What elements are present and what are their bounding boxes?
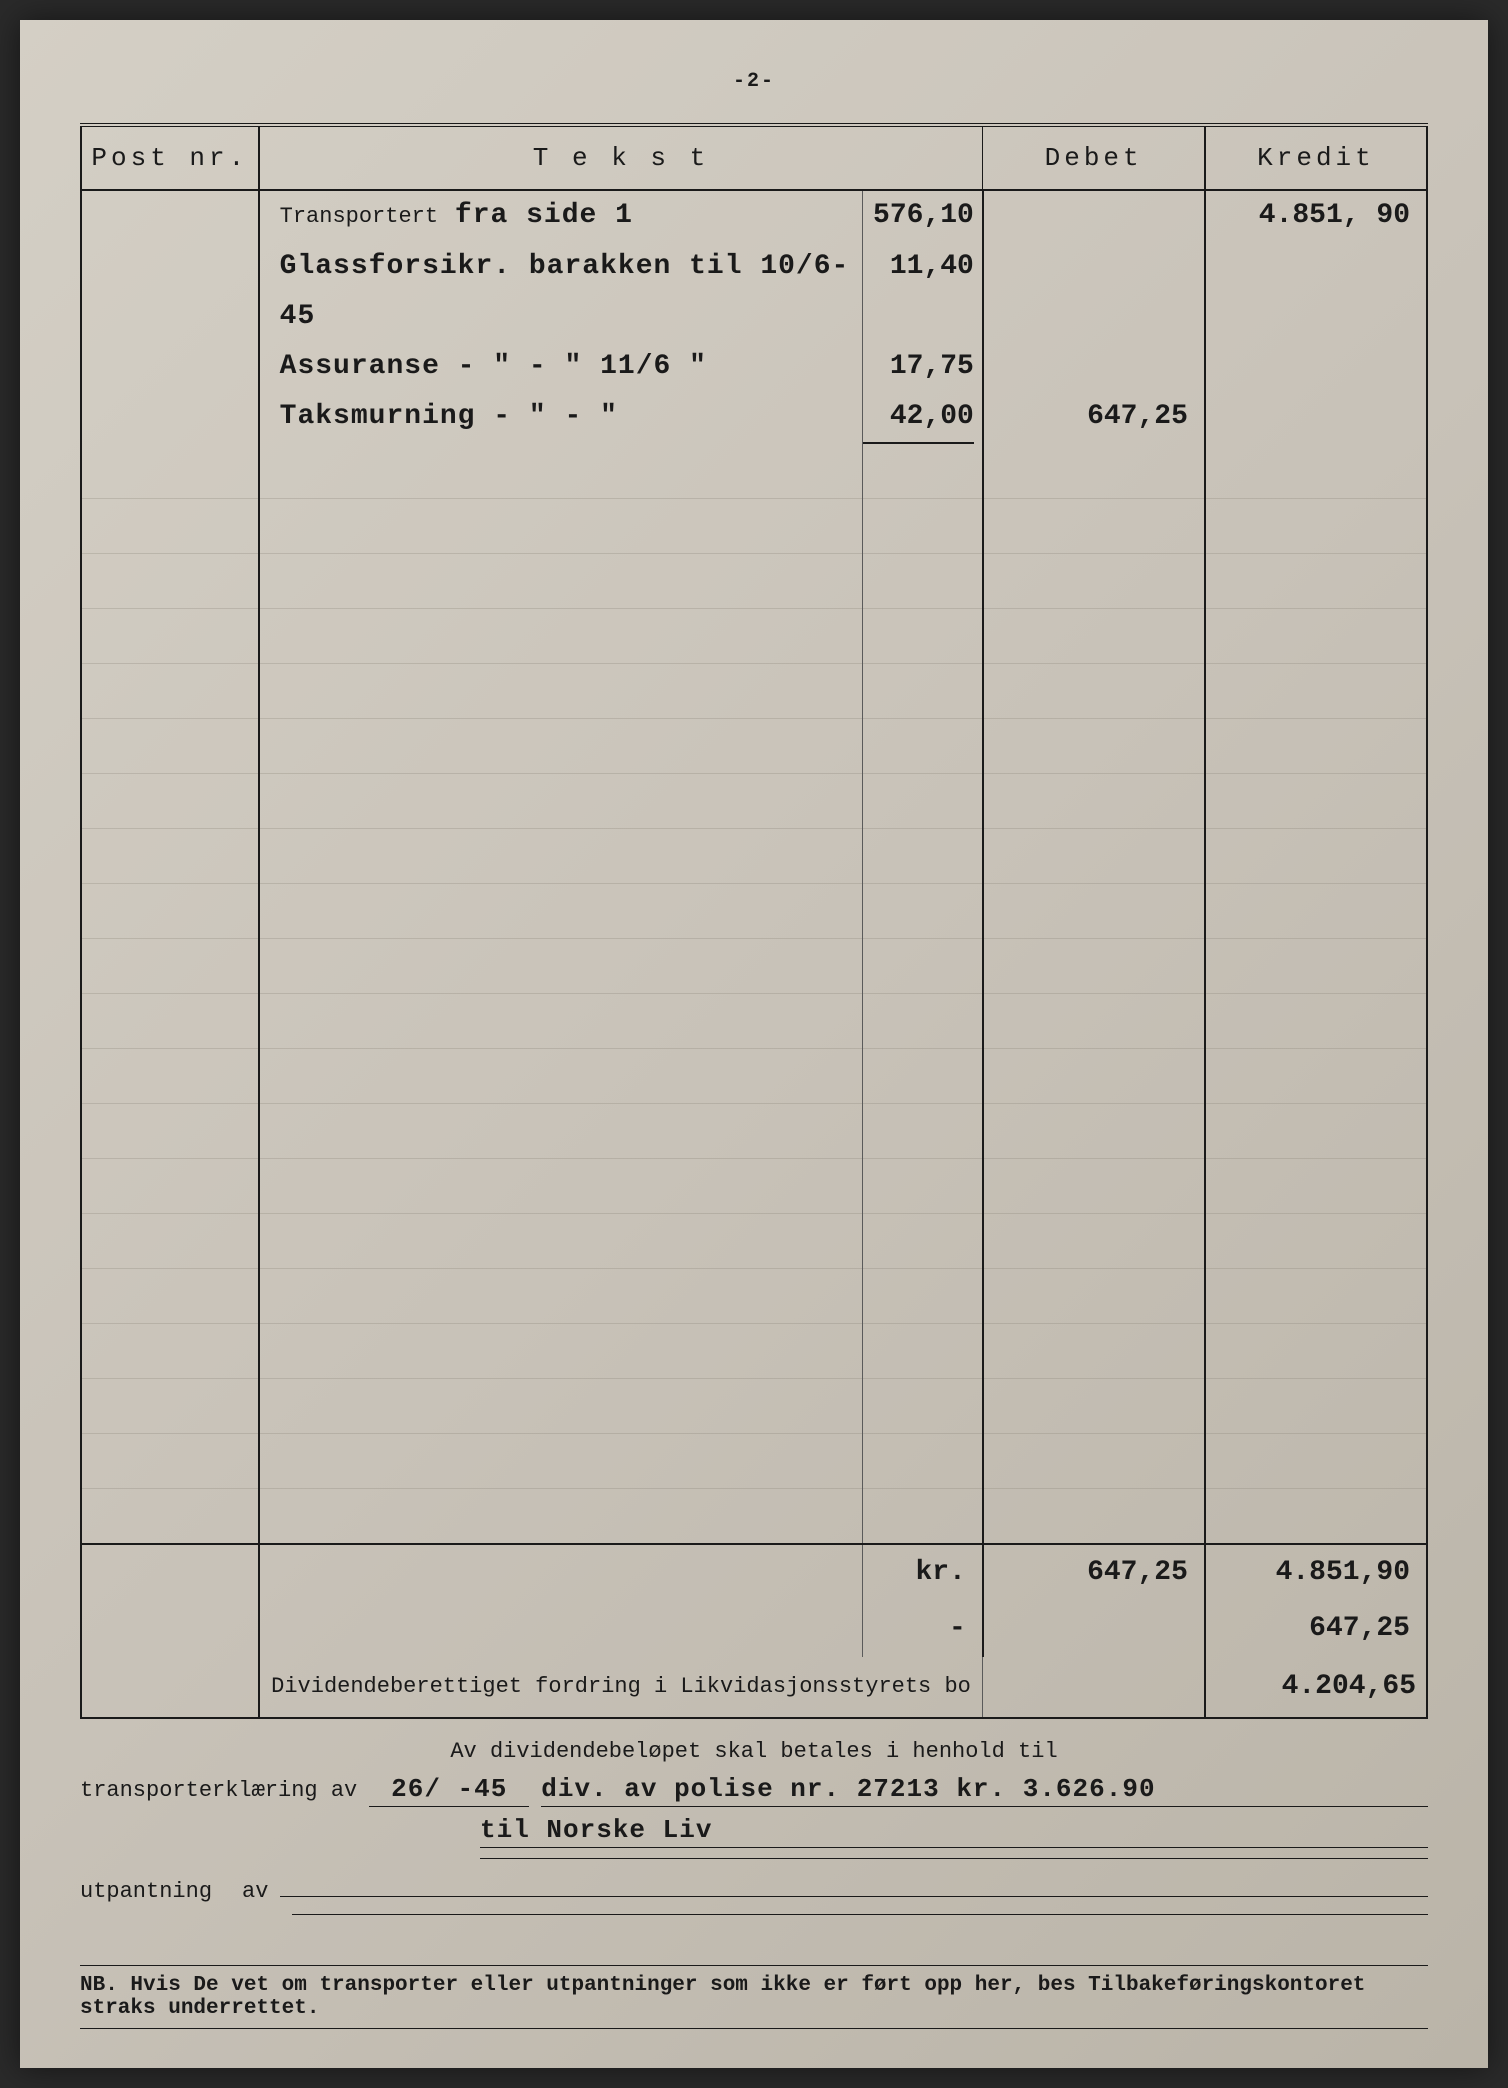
row-tekst: Taksmurning - " - ": [259, 392, 863, 444]
row-amount: 11,40: [863, 242, 983, 342]
row-amount: 42,00: [863, 392, 973, 444]
row-kredit: [1205, 242, 1427, 342]
row-amount: 17,75: [863, 342, 983, 392]
nb-note: NB. Hvis De vet om transporter eller utp…: [80, 1965, 1428, 2029]
page-number: -2-: [80, 70, 1428, 93]
transport-line2: til Norske Liv: [80, 1815, 1428, 1848]
header-row: Post nr. T e k s t Debet Kredit: [81, 125, 1427, 190]
totals-row: kr. 647,25 4.851,90: [81, 1544, 1427, 1601]
header-kredit: Kredit: [1205, 125, 1427, 190]
ledger-page: -2- Post nr. T e k s t Debet Kredit Tran…: [20, 20, 1488, 2068]
row-kredit: 4.851, 90: [1205, 190, 1427, 242]
row-debet: [983, 342, 1205, 392]
transport-text1: div. av polise nr. 27213 kr. 3.626.90: [541, 1774, 1428, 1807]
row-tekst: Assuranse - " - " 11/6 ": [259, 342, 863, 392]
dividend-row: Dividendeberettiget fordring i Likvidasj…: [81, 1657, 1427, 1718]
bottom-header: Av dividendebeløpet skal betales i henho…: [80, 1739, 1428, 1764]
totals-row: - 647,25: [81, 1601, 1427, 1657]
row-kredit: [1205, 392, 1427, 444]
transport-label: Transportert: [280, 204, 438, 229]
utpantning-line2: [80, 1912, 1428, 1915]
kredit-sub: 647,25: [1205, 1601, 1427, 1657]
debet-total: 647,25: [983, 1544, 1205, 1601]
row-debet: 647,25: [983, 392, 1205, 444]
table-row: Transportert fra side 1 576,10 4.851, 90: [81, 190, 1427, 242]
empty-rows: [81, 444, 1427, 1544]
header-debet: Debet: [983, 125, 1205, 190]
transport-line: transporterklæring av 26/ -45 div. av po…: [80, 1774, 1428, 1807]
table-row: Taksmurning - " - " 42,00 647,25: [81, 392, 1427, 444]
transport-label: transporterklæring av: [80, 1778, 357, 1803]
transport-text2: til Norske Liv: [480, 1815, 1428, 1848]
utpantning-line: utpantning av: [80, 1879, 1428, 1904]
table-row: Glassforsikr. barakken til 10/6-45 11,40: [81, 242, 1427, 342]
header-post: Post nr.: [81, 125, 259, 190]
kredit-total: 4.851,90: [1205, 1544, 1427, 1601]
row-amount: 576,10: [863, 190, 983, 242]
ledger-table: Post nr. T e k s t Debet Kredit Transpor…: [80, 123, 1428, 1719]
row-kredit: [1205, 342, 1427, 392]
transport-line3: [80, 1856, 1428, 1859]
row-tekst: fra side 1: [455, 200, 633, 231]
row-debet: [983, 190, 1205, 242]
ledger-body: Transportert fra side 1 576,10 4.851, 90…: [81, 190, 1427, 444]
table-row: Assuranse - " - " 11/6 " 17,75: [81, 342, 1427, 392]
dividend-label: Dividendeberettiget fordring i Likvidasj…: [259, 1657, 983, 1718]
av-label: av: [242, 1879, 268, 1904]
kr-label: kr.: [863, 1544, 983, 1601]
transport-date: 26/ -45: [369, 1774, 529, 1807]
row-tekst: Glassforsikr. barakken til 10/6-45: [259, 242, 863, 342]
utpantning-label: utpantning: [80, 1879, 230, 1904]
header-tekst: T e k s t: [259, 125, 983, 190]
totals-section: kr. 647,25 4.851,90 - 647,25 Dividendebe…: [81, 1544, 1427, 1718]
dividend-kredit: 4.204,65: [1205, 1657, 1427, 1718]
bottom-section: Av dividendebeløpet skal betales i henho…: [80, 1739, 1428, 1915]
row-debet: [983, 242, 1205, 342]
